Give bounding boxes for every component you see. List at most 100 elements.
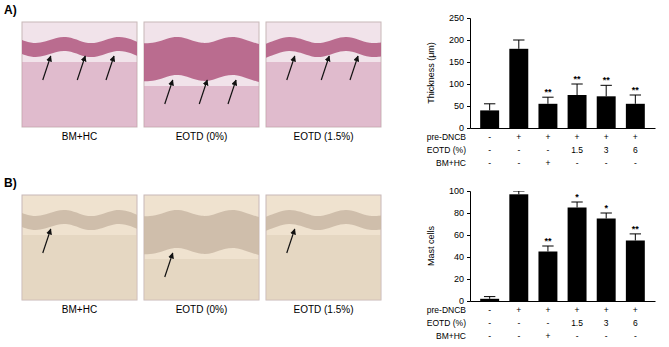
bar [626,241,645,302]
condition-value: - [517,331,520,341]
y-tick-mark [467,128,470,129]
y-tick-mark [467,84,470,85]
condition-value: 1.5 [571,145,583,155]
bar [538,104,557,128]
condition-value: - [547,145,550,155]
arrow [350,56,358,80]
y-tick-label: 20 [454,274,464,284]
bar [597,219,616,302]
panel-label: A) [4,3,17,17]
y-axis: 020406080100 [449,186,471,306]
bar [597,96,616,128]
micrograph-background [22,22,137,127]
condition-value: 6 [633,145,638,155]
error-bar-cap [484,103,495,104]
epidermis-layer [22,37,137,57]
micrograph [22,22,137,127]
error-bar [542,246,553,252]
micrograph-background [266,22,381,127]
y-tick-mark [467,257,470,258]
arrow [43,56,51,80]
epidermis-layer [144,37,259,82]
epidermis-layer [144,210,259,255]
significance-label: ** [632,224,640,234]
y-tick: 100 [449,79,470,89]
error-bar [571,202,582,208]
error-bar [513,40,524,49]
image-caption: BM+HC [62,131,97,142]
y-tick: 150 [449,57,470,67]
image-caption: EOTD (1.5%) [293,304,353,315]
error-bar-stem [577,202,578,208]
micrograph [144,22,259,127]
condition-value: - [605,158,608,168]
arrow [106,56,114,80]
arrow [321,56,329,80]
error-bar-cap [513,40,524,41]
error-bar-stem [635,234,636,241]
condition-name: pre-DNCB [427,305,467,315]
error-bar [484,104,495,111]
arrow [287,229,295,253]
y-tick-label: 80 [454,208,464,218]
bar [509,194,528,301]
error-bar [601,213,612,219]
condition-value: + [545,132,550,142]
error-bar [542,97,553,104]
epidermis-layer [22,210,137,230]
condition-value: - [576,158,579,168]
y-tick-mark [467,191,470,192]
significance-label: ** [603,75,611,85]
panel-label: B) [4,176,17,190]
condition-value: - [517,145,520,155]
error-bar [601,85,612,96]
bar [568,208,587,302]
condition-value: - [576,331,579,341]
condition-value: + [604,305,609,315]
arrow [199,80,207,104]
error-bar-stem [547,246,548,252]
figure: A)BM+HCEOTD (0%)EOTD (1.5%)0501001502002… [0,0,669,347]
epidermis-layer [266,210,381,231]
condition-name: pre-DNCB [427,132,467,142]
x-axis-line [471,301,656,302]
y-tick: 80 [454,208,470,218]
error-bar-stem [635,95,636,104]
y-tick-label: 100 [449,186,464,196]
micrograph-background [144,22,259,127]
error-bar-stem [489,104,490,111]
micrograph-background [266,195,381,300]
y-tick-mark [467,213,470,214]
significance-label: ** [632,85,640,95]
significance-label: * [604,203,608,213]
image-caption: EOTD (0%) [176,304,228,315]
condition-value: - [488,158,491,168]
condition-value: + [633,305,638,315]
y-tick-mark [467,235,470,236]
error-bar-stem [606,85,607,96]
condition-value: + [516,305,521,315]
y-tick-mark [467,18,470,19]
arrow [287,56,295,80]
condition-value: + [575,305,580,315]
bar [480,110,499,128]
condition-name: EOTD (%) [427,318,466,328]
y-tick-mark [467,40,470,41]
y-tick: 40 [454,252,470,262]
condition-value: - [634,331,637,341]
condition-value: + [604,132,609,142]
y-tick-mark [467,62,470,63]
error-bar [513,191,524,194]
micrograph [22,195,137,300]
y-tick-label: 100 [449,79,464,89]
y-tick: 200 [449,35,470,45]
y-axis: 050100150200250 [449,13,471,133]
condition-value: + [633,132,638,142]
y-tick-label: 150 [449,57,464,67]
y-axis-title: Thickness (μm) [426,42,436,104]
y-tick-label: 50 [454,101,464,111]
condition-value: + [545,305,550,315]
condition-value: - [488,331,491,341]
y-tick-label: 200 [449,35,464,45]
y-tick: 100 [449,186,470,196]
